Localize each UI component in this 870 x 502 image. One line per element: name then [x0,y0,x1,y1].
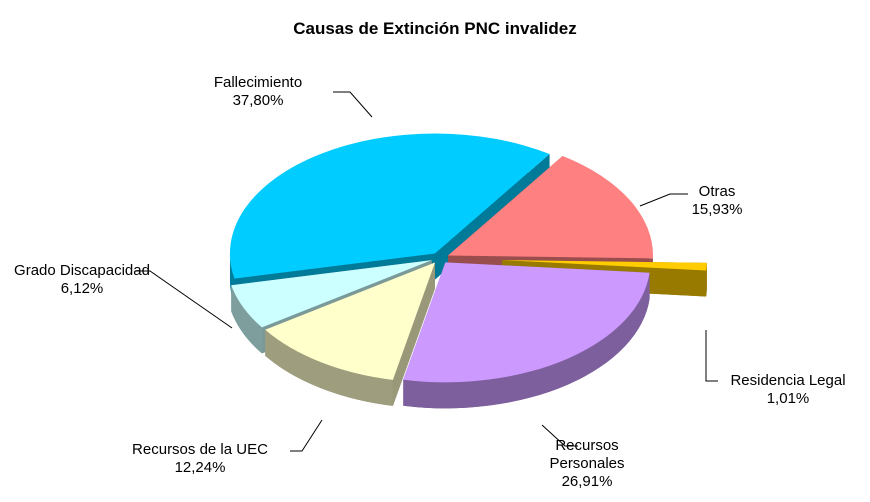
slice-top [403,262,650,383]
value-label: 15,93% [691,201,743,218]
slice-side [231,285,262,354]
category-name: Recursos de la UEC [132,441,268,458]
value-label: 1,01% [766,390,810,407]
value-label: 26,91% [561,473,613,490]
slice-side [265,329,393,406]
leader-lines [135,91,718,452]
slice-side [403,272,650,409]
value-label: 6,12% [60,280,104,297]
slice-label: Recursos de la UEC 12,24% [115,441,285,477]
slice [265,262,435,406]
leader-line [290,419,323,452]
category-name: Recursos Personales [549,437,625,472]
category-name: Otras [698,183,736,200]
slice-label: Fallecimiento 37,80% [173,74,343,110]
slice-label: Recursos Personales 26,91% [537,437,637,491]
slice-top [231,260,432,328]
leader-line [135,270,233,329]
slice-top [265,262,435,380]
chart-title: Causas de Extinción PNC invalidez [293,19,577,38]
value-label: 37,80% [232,92,284,109]
leader-line [541,424,578,447]
slice-top [501,260,707,271]
category-name: Fallecimiento [213,74,303,91]
slice-side [706,262,707,297]
slice-label: Residencia Legal 1,01% [703,372,870,408]
category-name: Residencia Legal [730,372,846,389]
leader-line [333,91,373,118]
value-label: 12,24% [174,459,226,476]
category-name: Grado Discapacidad [14,262,150,279]
slice-label: Grado Discapacidad 6,12% [0,262,167,298]
leader-line [639,193,688,207]
slice-label: Otras 15,93% [632,183,802,219]
slice-top [447,156,653,259]
slice-top [229,133,550,279]
leader-line [705,330,718,382]
slice-wall [392,262,435,406]
slice [403,262,650,409]
slices [229,133,707,409]
